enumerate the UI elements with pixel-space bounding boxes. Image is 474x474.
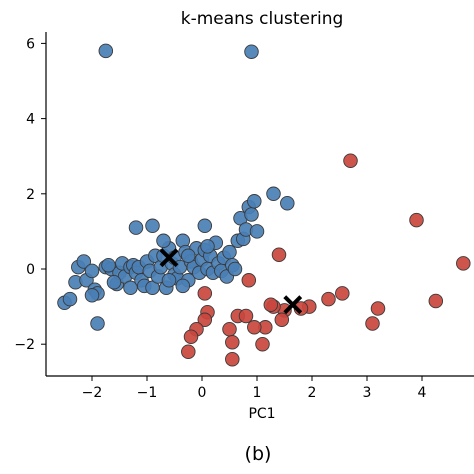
data-point — [227, 261, 243, 277]
data-point — [249, 224, 265, 239]
data-point — [161, 273, 177, 288]
data-point — [456, 256, 471, 271]
y-tick-label: −2 — [14, 337, 35, 353]
data-point — [106, 274, 122, 290]
centroid-marker — [283, 295, 303, 315]
data-point — [409, 212, 424, 228]
points-layer — [57, 43, 471, 367]
y-tick-label: 4 — [26, 112, 35, 128]
data-point — [183, 329, 199, 344]
data-point — [222, 244, 237, 260]
data-point — [128, 220, 144, 235]
data-point — [263, 297, 279, 312]
data-point — [181, 248, 196, 264]
centroid-marker — [159, 248, 179, 268]
data-point — [98, 43, 114, 59]
x-tick-label: 0 — [198, 385, 207, 401]
y-tick-label: 0 — [26, 262, 35, 278]
x-tick-label: 4 — [418, 385, 427, 401]
data-point — [280, 195, 295, 211]
data-point — [84, 288, 100, 303]
data-point — [225, 351, 240, 367]
data-point — [244, 207, 259, 222]
data-point — [175, 278, 191, 294]
data-point — [62, 291, 78, 307]
data-point — [197, 312, 213, 328]
data-point — [181, 344, 196, 359]
x-tick-label: −1 — [137, 385, 158, 401]
data-point — [321, 291, 336, 307]
x-tick-label: 2 — [308, 385, 317, 401]
data-point — [247, 320, 262, 335]
data-point — [271, 247, 287, 262]
data-point — [241, 273, 257, 288]
x-tick-label: −2 — [82, 385, 103, 401]
chart-title: k-means clustering — [181, 9, 344, 29]
data-point — [101, 257, 116, 273]
data-point — [200, 239, 215, 254]
data-point — [90, 316, 105, 331]
x-tick-label: 1 — [253, 385, 262, 401]
data-point — [266, 186, 281, 202]
data-point — [274, 312, 290, 328]
data-point — [343, 153, 358, 168]
data-point — [428, 293, 444, 309]
data-point — [197, 286, 213, 301]
data-point — [238, 308, 254, 324]
data-point — [123, 280, 138, 296]
x-axis-label: PC1 — [248, 406, 275, 422]
data-point — [255, 336, 270, 352]
figure-caption: (b) — [245, 443, 272, 465]
data-point — [76, 254, 92, 269]
y-ticks: −2 0 2 4 6 — [14, 36, 46, 353]
data-point — [222, 321, 237, 337]
x-ticks: −2 −1 0 1 2 3 4 — [82, 376, 427, 401]
data-point — [247, 194, 262, 209]
data-point — [156, 233, 171, 249]
data-point — [197, 218, 213, 234]
data-point — [365, 316, 380, 331]
data-point — [335, 286, 350, 301]
centroid-layer — [159, 248, 303, 315]
y-tick-label: 6 — [26, 36, 35, 52]
data-point — [225, 335, 240, 350]
y-tick-label: 2 — [26, 187, 35, 203]
data-point — [145, 218, 160, 234]
x-tick-label: 3 — [363, 385, 372, 401]
data-point — [244, 44, 259, 59]
data-point — [370, 301, 386, 316]
data-point — [84, 263, 100, 279]
